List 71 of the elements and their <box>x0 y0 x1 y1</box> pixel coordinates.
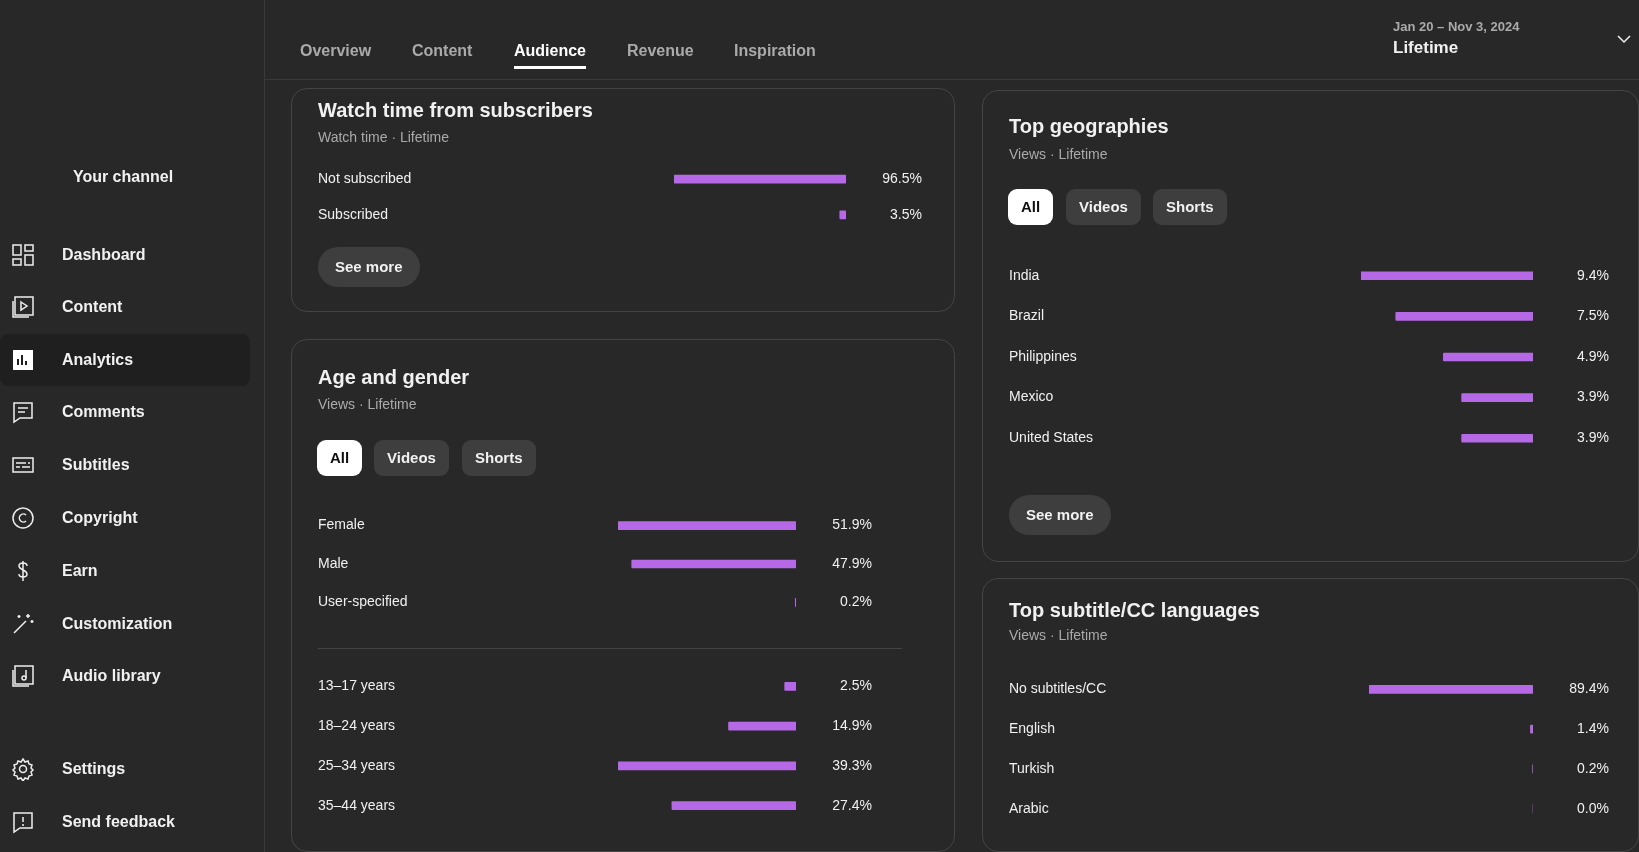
data-label: 9.4% <box>1577 266 1609 283</box>
text: Settings <box>62 760 126 778</box>
y-tick-label: United States <box>1009 429 1094 446</box>
text: Views · Lifetime <box>1009 146 1108 162</box>
data-label: 3.9% <box>1577 388 1609 405</box>
text: All <box>317 440 363 476</box>
y-tick-label: Mexico <box>1009 388 1054 405</box>
data-label: 1.4% <box>1577 719 1609 736</box>
text: Dashboard <box>62 246 146 264</box>
data-label: 0.2% <box>840 593 872 610</box>
text: Copyright <box>62 509 138 527</box>
y-tick-label: Brazil <box>1009 307 1045 324</box>
data-label: 2.5% <box>840 677 872 694</box>
text: Age and gender <box>318 366 470 389</box>
text: Shorts <box>1153 189 1227 225</box>
data-label: 3.9% <box>1577 429 1609 446</box>
text: Watch time · Lifetime <box>318 129 449 145</box>
data-label: 47.9% <box>832 554 872 571</box>
y-tick-label: 25–34 years <box>318 756 396 773</box>
data-label: 0.0% <box>1577 799 1609 816</box>
y-tick-label: User-specified <box>318 593 408 610</box>
data-label: 27.4% <box>832 796 872 813</box>
text: Content <box>62 298 123 316</box>
text: Earn <box>62 562 98 580</box>
y-tick-label: Arabic <box>1009 799 1049 816</box>
text: Views · Lifetime <box>318 396 417 412</box>
text: Send feedback <box>62 813 175 831</box>
text: Your channel <box>71 168 175 186</box>
data-label: 96.5% <box>882 170 922 187</box>
text: Comments <box>62 403 145 421</box>
y-tick-label: India <box>1009 266 1040 283</box>
text: Revenue <box>627 42 694 60</box>
y-tick-label: English <box>1009 719 1055 736</box>
text: Inspiration <box>734 42 816 60</box>
text: Top subtitle/CC languages <box>1009 599 1260 622</box>
y-tick-label: Turkish <box>1009 759 1055 776</box>
y-tick-label: Male <box>318 554 349 571</box>
text: Top geographies <box>1009 115 1169 138</box>
text: Analytics <box>62 351 134 369</box>
y-tick-label: No subtitles/CC <box>1009 680 1107 697</box>
text: Subtitles <box>62 456 130 474</box>
text: Lifetime <box>1393 38 1459 58</box>
y-tick-label: Not subscribed <box>318 170 412 187</box>
data-label: 4.9% <box>1577 347 1609 364</box>
text: See more <box>318 247 420 287</box>
data-label: 14.9% <box>832 716 872 733</box>
y-tick-label: Subscribed <box>318 205 389 222</box>
text: Audience <box>514 42 587 69</box>
y-tick-label: Philippines <box>1009 347 1077 364</box>
text: Views · Lifetime <box>1009 627 1108 643</box>
text: Watch time from subscribers <box>318 99 593 122</box>
data-label: 3.5% <box>890 205 922 222</box>
data-label: 89.4% <box>1569 680 1609 697</box>
text: Overview <box>300 42 372 60</box>
data-label: 39.3% <box>832 756 872 773</box>
text: Videos <box>1066 189 1141 225</box>
data-label: 7.5% <box>1577 307 1609 324</box>
text: See more <box>1009 495 1111 535</box>
text: Videos <box>374 440 449 476</box>
y-tick-label: 13–17 years <box>318 677 396 694</box>
text: Audio library <box>62 667 161 685</box>
y-tick-label: 35–44 years <box>318 796 396 813</box>
text: Content <box>412 42 473 60</box>
y-tick-label: 18–24 years <box>318 716 396 733</box>
text: All <box>1008 189 1054 225</box>
data-label: 51.9% <box>832 516 872 533</box>
text: Customization <box>62 615 173 633</box>
text: Jan 20 – Nov 3, 2024 <box>1393 19 1520 34</box>
data-label: 0.2% <box>1577 759 1609 776</box>
y-tick-label: Female <box>318 516 365 533</box>
text: Shorts <box>462 440 536 476</box>
